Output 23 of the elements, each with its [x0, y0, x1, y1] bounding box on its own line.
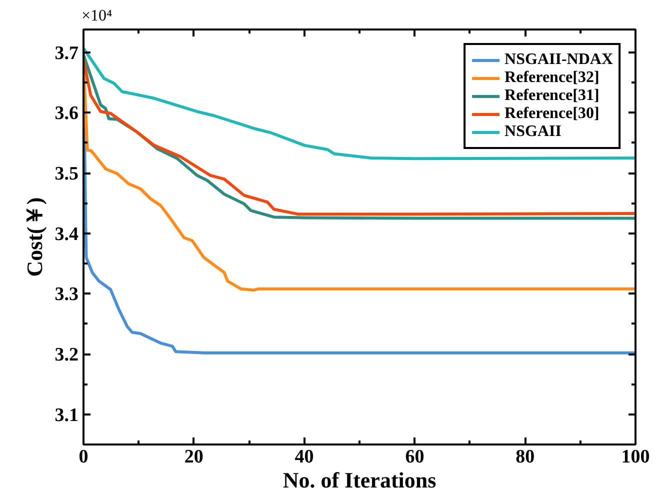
x-tick-label: 100 [621, 446, 650, 468]
y-tick-label: 3.4 [54, 224, 79, 245]
y-tick-label: 3.2 [54, 344, 78, 366]
x-tick-label: 80 [516, 446, 535, 468]
y-tick-label: 3.1 [54, 404, 78, 426]
legend-label: Reference[32] [504, 69, 600, 87]
x-tick-label: 40 [294, 446, 314, 468]
line-series [84, 46, 636, 160]
line-series [84, 50, 636, 354]
y-axis-title: Cost(￥) [22, 197, 47, 277]
y-tick-label: 3.6 [54, 103, 78, 124]
x-tick-label: 20 [184, 446, 204, 468]
legend-label: NSGAII [504, 123, 562, 141]
text: ×10⁴ [82, 8, 113, 24]
x-tick-label: 60 [405, 446, 424, 468]
legend-label: NSGAII-NDAX [504, 51, 613, 69]
y-tick-label: 3.5 [54, 164, 78, 185]
y-tick-label: 3.7 [54, 42, 79, 64]
legend-label: Reference[31] [504, 87, 600, 105]
x-axis-title: No. of Iterations [282, 468, 437, 492]
x-tick-label: 0 [78, 446, 88, 468]
y-tick-label: 3.3 [54, 284, 78, 306]
legend-label: Reference[30] [504, 105, 600, 123]
